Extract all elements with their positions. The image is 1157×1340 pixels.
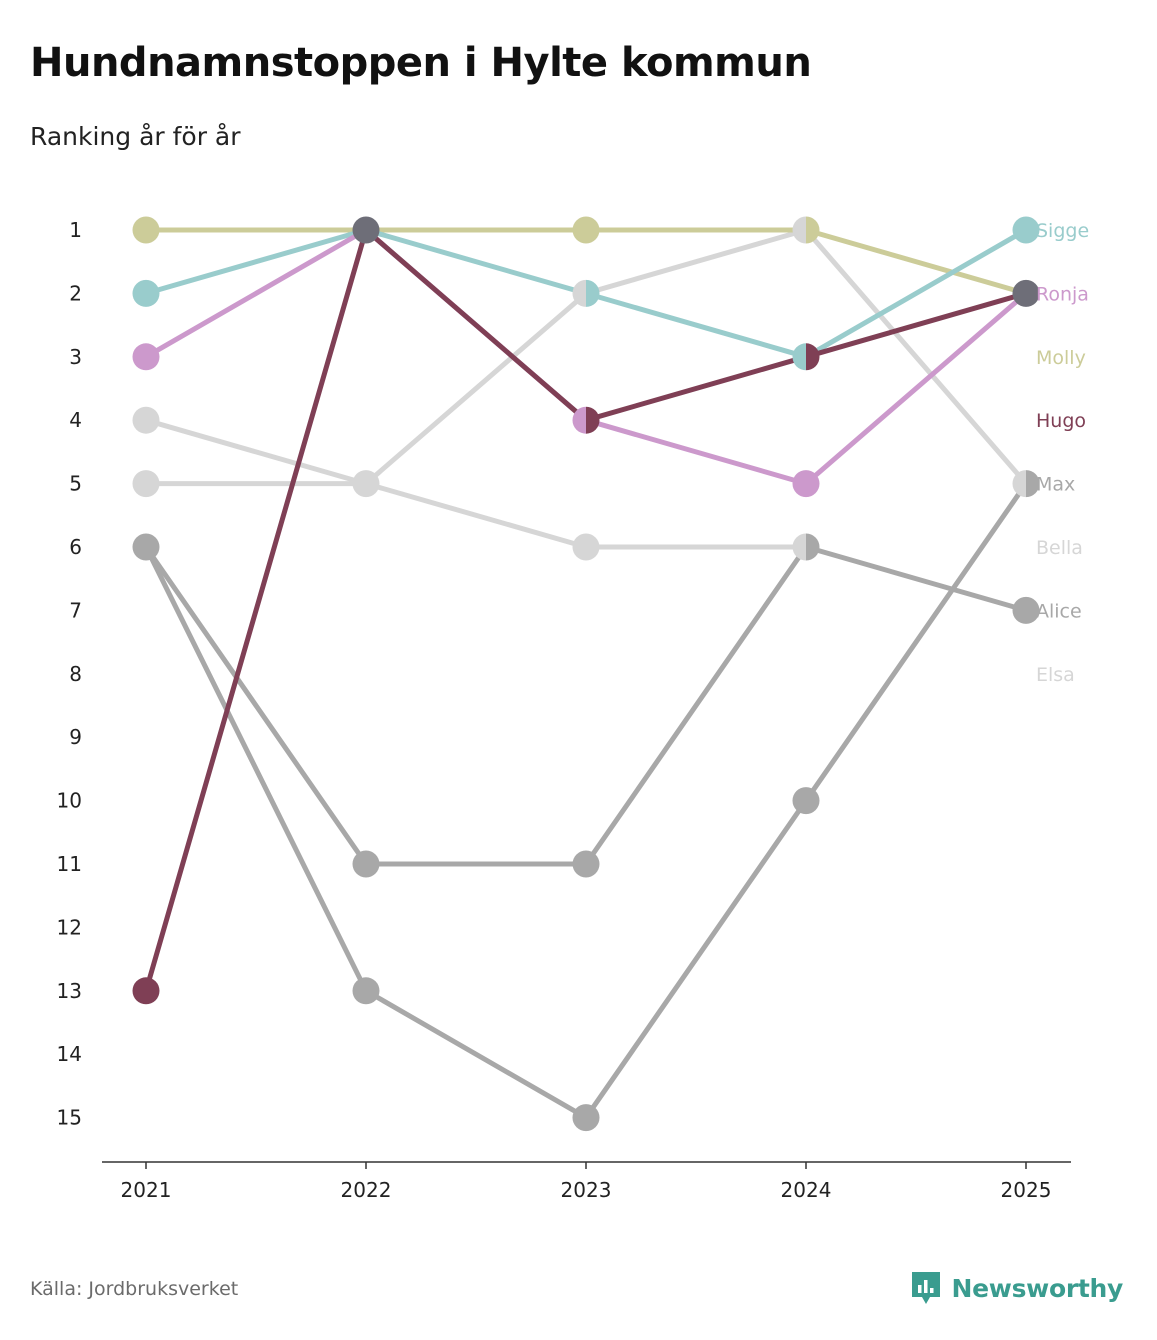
y-tick-label-4: 4 [69, 408, 82, 432]
end-label-molly: Molly [1036, 347, 1086, 369]
y-tick-label-2: 2 [69, 281, 82, 305]
series-line-ronja [143, 227, 1029, 487]
y-tick-label-1: 1 [69, 218, 82, 242]
y-tick-label-5: 5 [69, 472, 82, 496]
marker-2022-rank-5-elsa-half [352, 470, 366, 498]
series-lines [143, 227, 1029, 1121]
marker-2024-rank-3-sigge-half [792, 343, 806, 371]
marker-2021-rank-5-bella [132, 470, 160, 498]
marker-2023-rank-1-molly [572, 216, 600, 244]
marker-2021-rank-4-elsa [132, 406, 160, 434]
end-label-ronja: Ronja [1036, 283, 1089, 305]
end-label-elsa: Elsa [1036, 664, 1075, 686]
marker-2022-rank-11-alice [352, 850, 380, 878]
marker-2021-rank-6-max-half [146, 533, 160, 561]
end-label-max: Max [1036, 474, 1075, 496]
y-tick-label-7: 7 [69, 598, 82, 622]
marker-2024-rank-5-ronja [792, 470, 820, 498]
marker-2022-rank-5-bella-half [366, 470, 380, 498]
end-label-sigge: Sigge [1036, 220, 1089, 242]
newsworthy-logo: Newsworthy [910, 1270, 1124, 1306]
marker-2021-rank-3-ronja [132, 343, 160, 371]
marker-2024-rank-1-bella-half [792, 216, 806, 244]
marker-2023-rank-11-alice [572, 850, 600, 878]
x-tick-label-2021: 2021 [121, 1178, 172, 1202]
source-note: Källa: Jordbruksverket [30, 1278, 239, 1300]
marker-2025-rank-5-bella-half [1012, 470, 1026, 498]
x-tick-label-2025: 2025 [1001, 1178, 1052, 1202]
marker-2025-rank-5-max-half [1026, 470, 1040, 498]
marker-2023-rank-4-ronja-half [572, 406, 586, 434]
y-tick-label-9: 9 [69, 725, 82, 749]
marker-2025-rank-2-shared [1012, 279, 1040, 307]
marker-2025-rank-7-alice [1012, 596, 1040, 624]
marker-2025-rank-1-sigge [1012, 216, 1040, 244]
y-tick-label-3: 3 [69, 345, 82, 369]
x-axis: 2021 2022 2023 2024 2025 [102, 1161, 1071, 1202]
y-tick-label-12: 12 [57, 915, 82, 939]
end-label-alice: Alice [1036, 600, 1082, 622]
marker-2023-rank-15-max [572, 1104, 600, 1132]
x-tick-label-2024: 2024 [781, 1178, 832, 1202]
marker-2024-rank-6-alice-half [806, 533, 820, 561]
chart-title: Hundnamnstoppen i Hylte kommun [30, 40, 812, 86]
end-label-hugo: Hugo [1036, 410, 1086, 432]
y-tick-label-11: 11 [57, 852, 82, 876]
marker-2023-rank-2-sigge-half [586, 279, 600, 307]
chart-subtitle: Ranking år för år [30, 122, 241, 151]
end-labels: Sigge Ronja Molly Hugo Max Bella Alice Elsa [1036, 220, 1089, 686]
y-tick-label-6: 6 [69, 535, 82, 559]
marker-2023-rank-6-elsa [572, 533, 600, 561]
end-label-bella: Bella [1036, 537, 1083, 559]
marker-2021-rank-13-hugo [132, 977, 160, 1005]
y-tick-label-14: 14 [57, 1042, 82, 1066]
marker-2021-rank-6-alice-half [132, 533, 146, 561]
newsworthy-logo-icon [911, 1272, 940, 1304]
series-line-max [143, 481, 1029, 1121]
x-tick-label-2022: 2022 [341, 1178, 392, 1202]
marker-2022-rank-1-shared [352, 216, 380, 244]
marker-2023-rank-4-hugo-half [586, 406, 600, 434]
brand-name: Newsworthy [951, 1273, 1124, 1303]
y-tick-label-8: 8 [69, 662, 82, 686]
marker-2024-rank-10-max [792, 787, 820, 815]
marker-2021-rank-1-molly [132, 216, 160, 244]
y-tick-label-10: 10 [57, 789, 82, 813]
series-markers [132, 216, 1040, 1132]
marker-2024-rank-3-hugo-half [806, 343, 820, 371]
series-line-elsa [143, 417, 809, 550]
marker-2022-rank-13-max [352, 977, 380, 1005]
y-tick-label-13: 13 [57, 979, 82, 1003]
marker-2021-rank-2-sigge [132, 279, 160, 307]
x-tick-label-2023: 2023 [561, 1178, 612, 1202]
series-line-bella [143, 227, 1029, 487]
y-tick-label-15: 15 [57, 1106, 82, 1130]
marker-2023-rank-2-bella-half [572, 279, 586, 307]
marker-2024-rank-6-elsa-half [792, 533, 806, 561]
marker-2024-rank-1-molly-half [806, 216, 820, 244]
